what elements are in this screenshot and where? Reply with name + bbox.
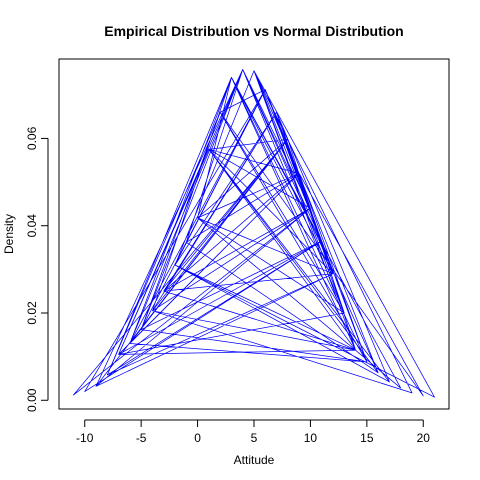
x-tick-label: 10 (304, 431, 318, 445)
x-axis: -10 -5 0 5 10 15 20 (76, 419, 431, 445)
y-tick-label: 0.06 (25, 126, 39, 150)
y-tick-label: 0.00 (25, 388, 39, 412)
x-axis-label: Attitude (234, 453, 275, 467)
chart-title: Empirical Distribution vs Normal Distrib… (104, 23, 403, 39)
y-tick-label: 0.04 (25, 214, 39, 238)
x-tick-label: 20 (417, 431, 431, 445)
x-tick-label: 0 (194, 431, 201, 445)
x-tick-label: 5 (251, 431, 258, 445)
series-line-0 (73, 69, 435, 398)
y-tick-label: 0.02 (25, 301, 39, 325)
series-layer (73, 69, 435, 398)
y-axis: 0.00 0.02 0.04 0.06 (25, 126, 49, 412)
x-tick-label: -5 (136, 431, 147, 445)
y-axis-label: Density (2, 214, 16, 254)
x-tick-label: -10 (76, 431, 94, 445)
plot-frame (58, 58, 450, 410)
x-tick-label: 15 (360, 431, 374, 445)
